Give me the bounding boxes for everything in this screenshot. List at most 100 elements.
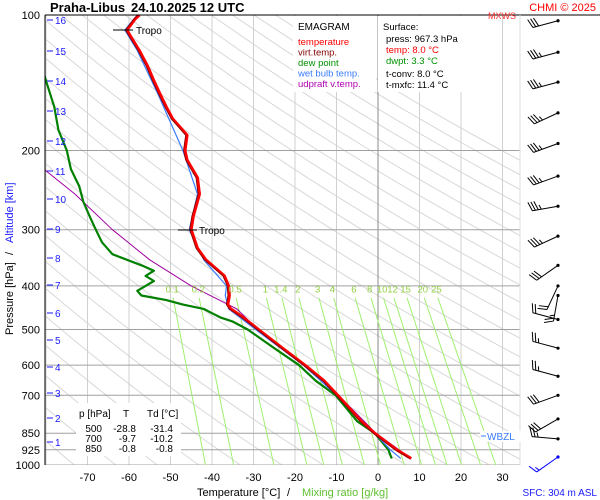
table-cell: -28.8 [113,424,136,435]
wind-station-dot [556,293,560,298]
wind-barb [531,360,560,378]
mixing-ratio-label: 2 [295,284,300,295]
wind-barb-staff [532,205,559,212]
x-tick-label: -70 [80,472,96,484]
tropopause-label: Tropo [136,26,162,37]
wind-station-dot [556,346,560,350]
wind-station-dot [556,284,560,288]
wind-barb-feather [536,432,539,438]
altitude-tick-label: 9 [55,225,61,236]
wind-barb-feather [530,201,536,211]
mixing-ratio-label: 0.2 [192,284,205,295]
altitude-tick-label: 10 [55,195,67,206]
mixing-ratio-line [383,297,436,465]
y-tick-label: 400 [22,281,40,293]
mixing-ratio-label: 6 [351,284,356,295]
surface-tconv: t-conv: 8.0 °C [386,69,444,80]
altitude-tick-label: 2 [55,414,61,425]
altitude-tick-label: 14 [55,77,67,88]
altitude-tick-label: 6 [55,309,61,320]
wind-station-dot [556,50,560,54]
mixing-ratio-label: 20 [417,284,428,295]
table-header-t: T [123,409,129,420]
mixing-ratio-line [318,297,365,465]
legend-item: temperature [298,37,349,48]
wind-barb-feather [532,394,540,403]
dry-adiabat [103,15,520,286]
wind-barb-feather [530,238,538,247]
dry-adiabat [45,37,520,358]
altitude-tick-label: 15 [55,47,67,58]
wind-barb-feather [529,427,533,437]
x-tick-label: -30 [246,472,262,484]
wind-station-dot [556,437,560,441]
x-tick-label: 10 [413,472,425,484]
y-tick-label: 200 [22,145,40,157]
wind-barb-feather [527,19,534,28]
wind-barb [527,141,560,153]
mixing-ratio-label: 25 [431,284,442,295]
wind-barb-feather [538,239,543,244]
dry-adiabat [45,57,520,377]
wind-barb-feather [530,423,539,431]
wind-station-dot [556,393,560,397]
wind-barb-staff [532,340,559,349]
wind-barb [527,201,560,212]
mixing-ratio-line [354,297,405,465]
wind-barb-feather [532,237,541,245]
wind-barb-feather [530,143,537,152]
dry-adiabat [210,15,520,206]
wind-barb-staff [535,418,559,433]
surface-box [378,16,484,92]
wind-barb [531,331,560,350]
altitude-tick-label: 16 [55,16,67,27]
surface-dwpt: dwpt: 3.3 °C [386,56,438,67]
dry-adiabat [167,15,520,237]
mxws-label: MXWS [488,11,516,21]
x-tick-label: 20 [455,472,467,484]
table-cell: 850 [85,444,102,455]
legend-item: udpraft v.temp. [298,79,361,90]
y-tick-label: 100 [22,10,40,22]
wind-barb-feather [530,18,537,28]
wind-barb-feather [538,52,542,57]
wind-barb-feather [538,116,543,121]
altitude-tick-label: 12 [55,137,67,148]
legend-item: dew point [298,58,339,69]
wind-barb-feather [532,175,540,184]
dry-adiabat [45,260,324,465]
dry-adiabat [146,15,520,253]
wind-barb-feather [527,396,534,405]
wind-barb-feather [527,202,533,211]
table-cell: -31.4 [150,424,173,435]
level-table-box [76,403,181,456]
wind-barb-feather [534,304,537,314]
wind-barb [528,455,560,473]
wind-barb-staff [533,175,559,186]
mixing-ratio-label: 1.4 [274,284,287,295]
wind-barb-feather [549,314,555,317]
altitude-tick-label: 7 [55,281,61,292]
y-tick-label: 700 [22,390,40,402]
wind-barb-staff [532,51,559,60]
wind-barb-feather [535,466,540,471]
wind-barb-feather [531,360,534,370]
wind-barb-feather [528,465,537,473]
altitude-tick-label: 8 [55,254,61,265]
wind-barb [529,427,560,441]
mixing-ratio-line [370,297,423,465]
mixing-ratio-label: 12 [387,284,398,295]
wind-station-dot [556,111,560,115]
table-cell: 500 [85,424,102,435]
wind-station-dot [556,234,560,238]
wind-barb-feather [533,422,542,430]
dry-adiabat [124,15,520,269]
altitude-tick-label: 5 [55,336,61,347]
table-header-td: Td [°C] [147,409,178,420]
wind-barb-staff [546,285,559,310]
x-tick-label: -60 [121,472,137,484]
x-axis-separator: / [287,487,291,499]
y-tick-label: 925 [22,445,40,457]
wind-barb-feather [528,274,537,281]
